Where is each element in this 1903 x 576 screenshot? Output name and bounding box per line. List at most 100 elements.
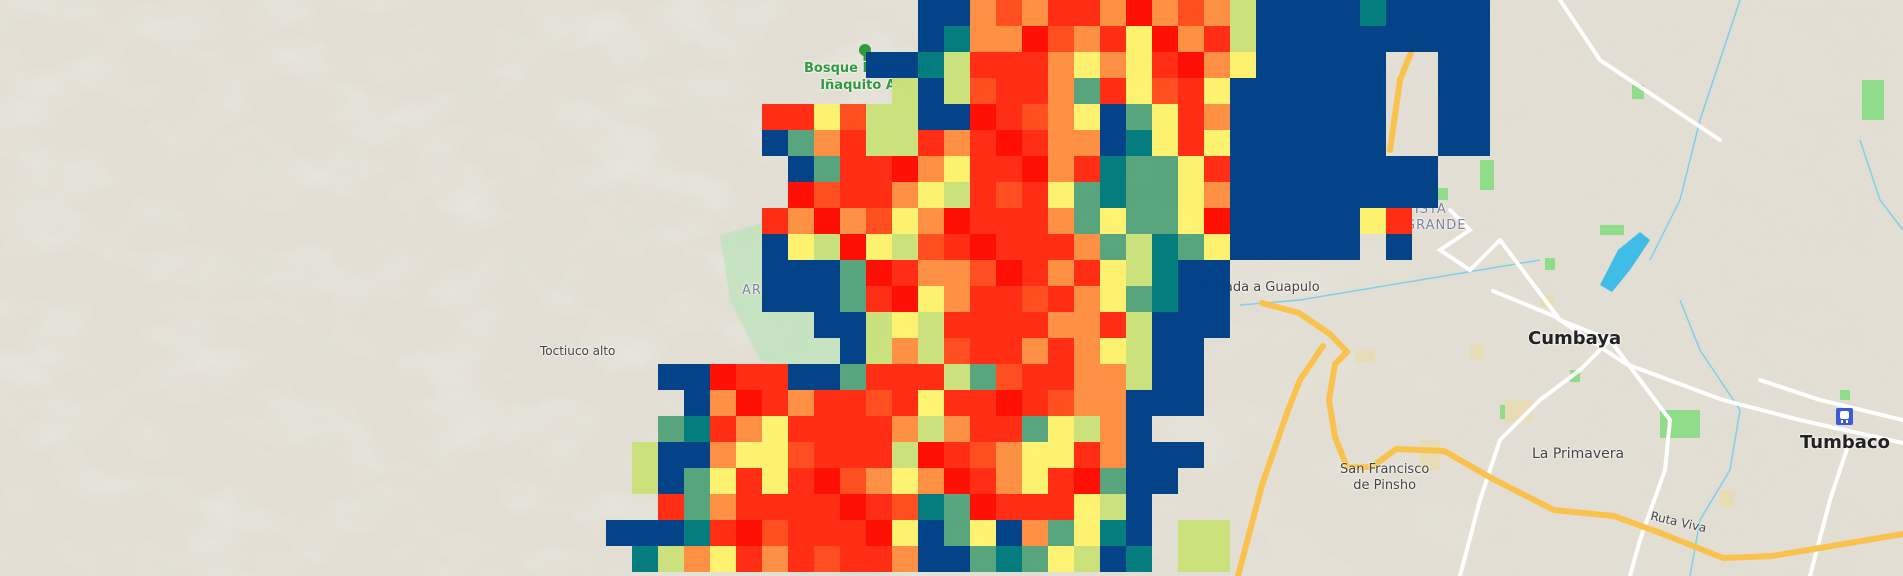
heatmap-cell [762,234,788,260]
heatmap-cell [1100,390,1126,416]
heatmap-cell [658,364,684,390]
heatmap-cell [918,520,944,546]
heatmap-cell [944,416,970,442]
heatmap-cell [1074,52,1100,78]
heatmap-cell [1126,52,1152,78]
heatmap-cell [970,286,996,312]
heatmap-cell [944,156,970,182]
heatmap-cell [892,208,918,234]
heatmap-cell [684,494,710,520]
heatmap-cell [1230,52,1256,78]
heatmap-cell [658,494,684,520]
heatmap-cell [1022,546,1048,572]
heatmap-cell [1022,26,1048,52]
heatmap-cell [1048,130,1074,156]
heatmap-cell [1230,208,1256,234]
heatmap-cell [710,390,736,416]
heatmap-cell [762,520,788,546]
heatmap-cell [1152,260,1178,286]
heatmap-cell [1334,104,1360,130]
heatmap-cell [1126,104,1152,130]
heatmap-cell [918,260,944,286]
heatmap-cell [762,442,788,468]
heatmap-cell [1438,0,1464,26]
heatmap-cell [918,442,944,468]
heatmap-cell [1204,26,1230,52]
heatmap-cell [1178,130,1204,156]
heatmap-cell [892,390,918,416]
heatmap-cell [1074,520,1100,546]
heatmap-cell [1204,78,1230,104]
heatmap-cell [866,390,892,416]
heatmap-cell [1204,312,1230,338]
heatmap-cell [892,468,918,494]
heatmap-cell [892,260,918,286]
heatmap-cell [1360,0,1386,26]
heatmap-cell [1074,286,1100,312]
heatmap-cell [788,260,814,286]
heatmap-cell [658,546,684,572]
heatmap-cell [814,468,840,494]
heatmap-cell [684,468,710,494]
label-la-primavera: La Primavera [1532,446,1625,462]
heatmap-cell [736,442,762,468]
heatmap-cell [996,494,1022,520]
heatmap-cell [1152,156,1178,182]
heatmap-cell [1152,104,1178,130]
heatmap-cell [944,52,970,78]
heatmap-cell [1256,130,1282,156]
heatmap-cell [1100,78,1126,104]
heatmap-cell [840,260,866,286]
heatmap-cell [606,520,632,546]
heatmap-cell [840,104,866,130]
heatmap-cell [788,104,814,130]
heatmap-cell [970,520,996,546]
heatmap-cell [1100,52,1126,78]
heatmap-cell [944,0,970,26]
heatmap-cell [788,156,814,182]
heatmap-cell [1178,208,1204,234]
heatmap-cell [1152,364,1178,390]
heatmap-cell [944,130,970,156]
heatmap-cell [970,26,996,52]
heatmap-cell [996,0,1022,26]
heatmap-cell [814,520,840,546]
heatmap-cell [710,416,736,442]
heatmap-cell [892,442,918,468]
heatmap-cell [1126,312,1152,338]
heatmap-cell [1100,0,1126,26]
heatmap-cell [1178,0,1204,26]
heatmap-cell [944,390,970,416]
heatmap-cell [1048,286,1074,312]
heatmap-cell [1412,182,1438,208]
heatmap-cell [1360,104,1386,130]
heatmap-cell [866,52,892,78]
heatmap-cell [866,546,892,572]
label-toctiuco-alto: Toctiuco alto [540,344,616,358]
heatmap-cell [892,312,918,338]
heatmap-cell [1126,546,1152,572]
heatmap-cell [1178,156,1204,182]
heatmap-cell [1048,390,1074,416]
heatmap-cell [918,104,944,130]
heatmap-cell [736,468,762,494]
heatmap-cell [1022,390,1048,416]
heatmap-cell [970,52,996,78]
heatmap-cell [918,52,944,78]
heatmap-cell [788,494,814,520]
heatmap-cell [814,312,840,338]
heatmap-cell [788,364,814,390]
heatmap-cell [944,468,970,494]
heatmap-cell [1204,130,1230,156]
heatmap-cell [996,156,1022,182]
heatmap-cell [814,390,840,416]
heatmap-cell [1126,390,1152,416]
heatmap-cell [710,494,736,520]
heatmap-cell [1100,234,1126,260]
heatmap-cell [710,468,736,494]
heatmap-cell [840,364,866,390]
heatmap-cell [1308,156,1334,182]
heatmap-cell [996,234,1022,260]
heatmap-cell [814,286,840,312]
heatmap-cell [944,208,970,234]
